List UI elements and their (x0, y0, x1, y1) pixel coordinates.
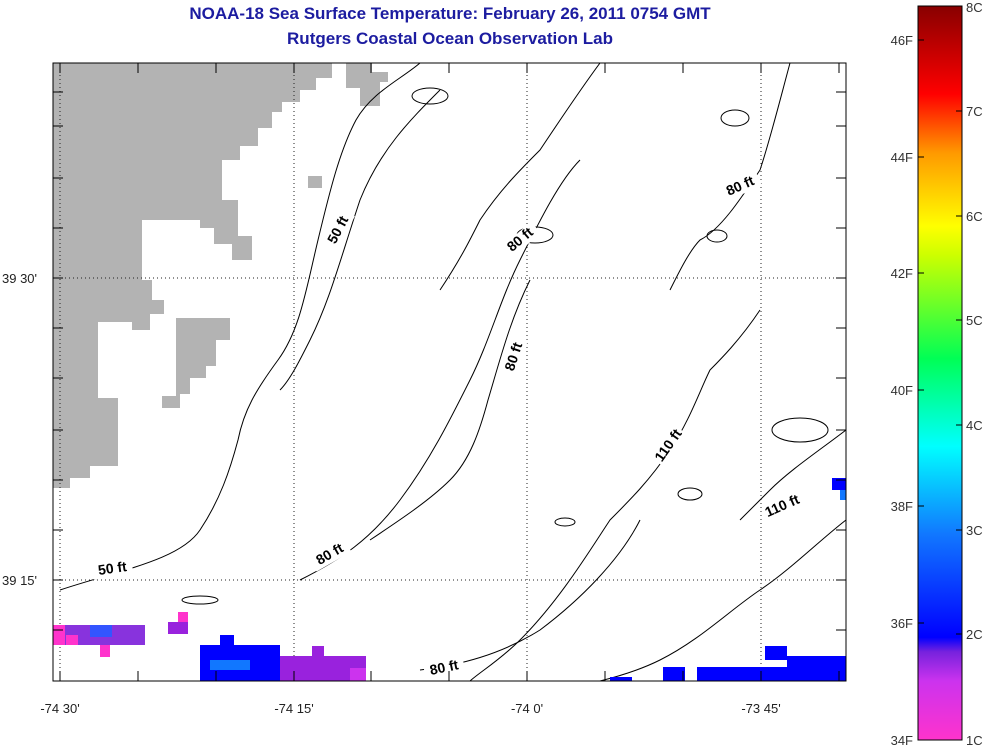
contour-label-bg (500, 221, 541, 259)
colorbar-fahrenheit-label: 42F (891, 266, 913, 281)
contour-80ft-a (439, 63, 601, 291)
colorbar-celsius-label: 8C (966, 0, 983, 15)
colorbar-fahrenheit-label: 36F (891, 616, 913, 631)
land-area-island (346, 63, 388, 106)
contour-label: 80 ft (428, 656, 460, 678)
contour-label-bg (761, 491, 804, 522)
contour-label-bg (651, 425, 687, 467)
land-area-lobe (162, 318, 230, 408)
page-title: NOAA-18 Sea Surface Temperature: Februar… (189, 4, 711, 23)
colorbar-celsius-label: 3C (966, 523, 983, 538)
contour-80ft-d (669, 63, 791, 291)
contour-50ft-inner (279, 89, 441, 391)
colorbar-celsius-label: 1C (966, 733, 983, 748)
contour-50ft (59, 63, 421, 591)
land-area (53, 63, 332, 488)
colorbar-fahrenheit-label: 44F (891, 150, 913, 165)
page-subtitle: Rutgers Coastal Ocean Observation Lab (287, 29, 613, 48)
lon-label-74-15: -74 15' (274, 701, 313, 716)
colorbar-fahrenheit-label: 40F (891, 383, 913, 398)
graticule (53, 63, 846, 681)
land-area-islet (308, 176, 322, 188)
colorbar-celsius-label: 7C (966, 104, 983, 119)
contour-110ft-b (739, 429, 846, 521)
sst-pixels (53, 478, 846, 681)
contour-label-bg (91, 559, 134, 580)
lat-label-39-15: 39 15' (2, 573, 37, 588)
lon-label-74-30: -74 30' (40, 701, 79, 716)
contour-label-bg (322, 209, 355, 252)
contour-110ft-a (469, 309, 761, 681)
colorbar-celsius-labels: 8C 7C 6C 5C 4C 3C 2C 1C (966, 0, 983, 748)
contour-label-bg (423, 657, 466, 681)
colorbar-celsius-label: 5C (966, 313, 983, 328)
bathymetry-contours (59, 63, 846, 681)
colorbar (917, 5, 963, 741)
lon-label-74-0: -74 0' (511, 701, 543, 716)
contour-label-bg (309, 538, 352, 572)
lon-label-73-45: -73 45' (741, 701, 780, 716)
colorbar-celsius-label: 2C (966, 627, 983, 642)
contour-deep (599, 519, 846, 681)
lat-label-39-30: 39 30' (2, 271, 37, 286)
contour-label: 50 ft (97, 558, 128, 578)
contour-label-bg (719, 171, 762, 202)
contour-label-bg (501, 335, 528, 379)
colorbar-celsius-label: 6C (966, 209, 983, 224)
colorbar-fahrenheit-labels: 46F 44F 42F 40F 38F 36F 34F (891, 33, 913, 748)
colorbar-ticks (918, 5, 962, 741)
colorbar-fahrenheit-label: 38F (891, 499, 913, 514)
tick-marks (53, 63, 846, 681)
colorbar-celsius-label: 4C (966, 418, 983, 433)
colorbar-fahrenheit-label: 34F (891, 733, 913, 748)
contour-80ft-c (369, 279, 531, 541)
colorbar-fahrenheit-label: 46F (891, 33, 913, 48)
